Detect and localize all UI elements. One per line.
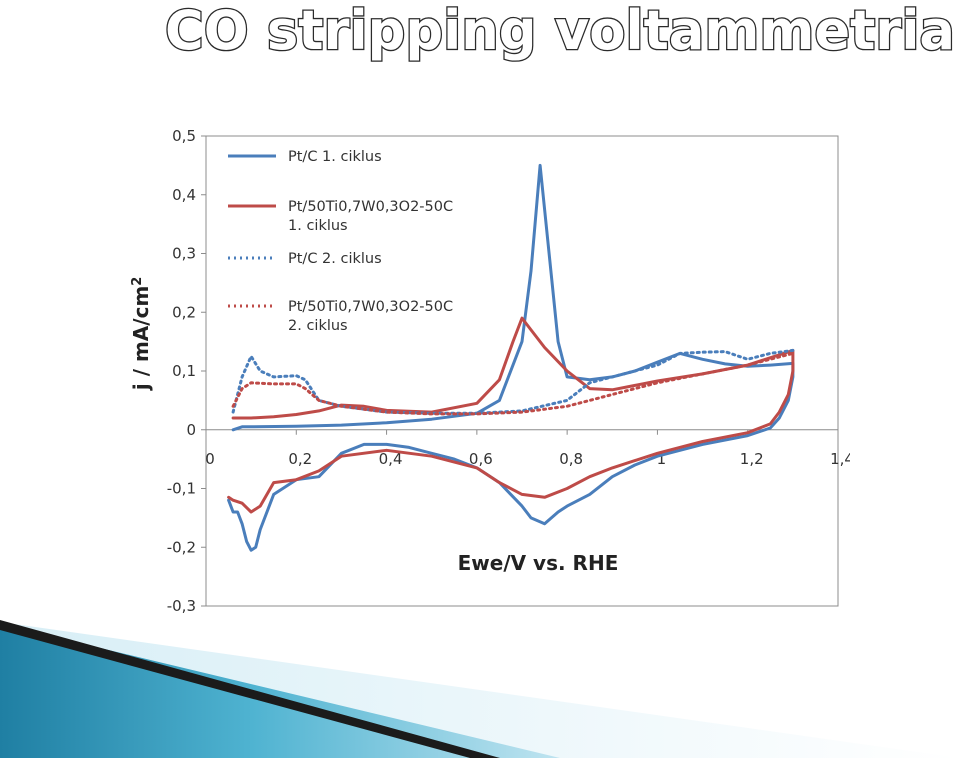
x-tick-label: 0,6	[469, 450, 493, 468]
decor-teal-band	[0, 624, 560, 758]
x-tick-label: 0,8	[559, 450, 583, 468]
series-line-1	[227, 163, 795, 552]
x-tick-label: 1,2	[740, 450, 764, 468]
slide-title-svg: CO stripping voltammetria	[164, 2, 957, 62]
x-tick-label: 1,4	[830, 450, 850, 468]
x-tick-label: 0,4	[379, 450, 403, 468]
y-tick-label: 0,3	[172, 245, 196, 263]
y-tick-label: 0,5	[172, 127, 196, 145]
legend-label: Pt/C 1. ciklus	[288, 149, 382, 165]
decor-dark-band	[0, 620, 500, 758]
legend-label: 1. ciklus	[288, 218, 348, 234]
y-tick-label: 0,1	[172, 362, 196, 380]
y-tick-label: 0,2	[172, 303, 196, 321]
series-line-4	[231, 351, 795, 416]
legend-label: 2. ciklus	[288, 318, 348, 334]
series-line-2	[227, 316, 795, 514]
y-tick-label: -0,2	[167, 538, 196, 556]
y-tick-label: -0,1	[167, 480, 196, 498]
legend-label: Pt/50Ti0,7W0,3O2-50C	[288, 299, 453, 315]
y-tick-label: -0,3	[167, 597, 196, 615]
x-axis-label: Ewe/V vs. RHE	[458, 551, 619, 575]
y-tick-label: 0	[186, 421, 196, 439]
slide-title: CO stripping voltammetria	[165, 2, 955, 62]
chart: -0,3 -0,2 -0,1 0 0,1 0,2 0,3 0,4 0,5 0 0,2 0,4 0,6 0,…	[129, 127, 850, 615]
legend-label: Pt/50Ti0,7W0,3O2-50C	[288, 199, 453, 215]
y-axis-label: j / mA/cm2	[129, 277, 153, 391]
axes: -0,3 -0,2 -0,1 0 0,1 0,2 0,3 0,4 0,5 0 0,2 0,4 0,6 0,…	[167, 127, 850, 615]
x-tick-label: 0,2	[288, 450, 312, 468]
y-tick-label: 0,4	[172, 186, 196, 204]
series-layer	[227, 163, 795, 552]
legend-label: Pt/C 2. ciklus	[288, 251, 382, 267]
legend: Pt/C 1. ciklus Pt/50Ti0,7W0,3O2-50C 1. cik…	[228, 149, 453, 334]
slide-decoration	[0, 620, 960, 758]
x-tick-label: 1	[657, 450, 667, 468]
x-tick-label: 0	[205, 450, 215, 468]
